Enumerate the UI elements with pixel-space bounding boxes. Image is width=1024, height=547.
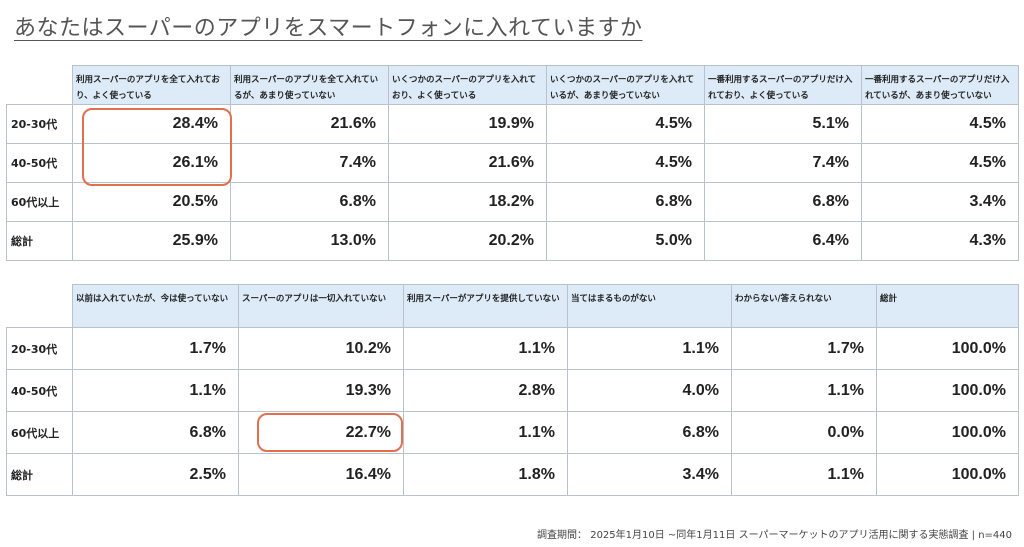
column-header: わからない/答えられない [731, 284, 877, 328]
value-cell: 21.6% [230, 104, 389, 144]
value-cell: 18.2% [388, 182, 547, 222]
column-header: 利用スーパーのアプリを全て入れているが、あまり使っていない [230, 65, 389, 105]
value-cell: 1.7% [72, 327, 239, 370]
column-header: 当てはまるものがない [567, 284, 732, 328]
corner-cell [6, 65, 73, 105]
column-header: 総計 [876, 284, 1019, 328]
table-header-row: 利用スーパーのアプリを全て入れており、よく使っている 利用スーパーのアプリを全て… [6, 65, 1019, 105]
value-cell: 3.4% [567, 453, 732, 496]
row-label: 総計 [6, 453, 73, 496]
value-cell: 1.1% [731, 453, 877, 496]
value-cell: 5.1% [704, 104, 862, 144]
value-cell: 4.5% [546, 143, 705, 183]
value-cell: 100.0% [876, 411, 1019, 454]
row-label: 総計 [6, 221, 73, 261]
column-header: 利用スーパーがアプリを提供していない [403, 284, 568, 328]
table-row-total: 総計 25.9% 13.0% 20.2% 5.0% 6.4% 4.3% [6, 221, 1019, 261]
table-row: 40-50代 1.1% 19.3% 2.8% 4.0% 1.1% 100.0% [6, 369, 1019, 412]
value-cell: 1.1% [403, 327, 568, 370]
value-cell: 21.6% [388, 143, 547, 183]
value-cell: 5.0% [546, 221, 705, 261]
value-cell: 7.4% [704, 143, 862, 183]
value-cell: 13.0% [230, 221, 389, 261]
table-row-total: 総計 2.5% 16.4% 1.8% 3.4% 1.1% 100.0% [6, 453, 1019, 496]
value-cell: 100.0% [876, 453, 1019, 496]
column-header: 一番利用するスーパーのアプリだけ入れているが、あまり使っていない [861, 65, 1019, 105]
value-cell: 20.5% [72, 182, 231, 222]
column-header: 以前は入れていたが、今は使っていない [72, 284, 239, 328]
column-header: いくつかのスーパーのアプリを入れており、よく使っている [388, 65, 547, 105]
footer-note: 調査期間： 2025年1月10日 ~同年1月11日 スーパーマーケットのアプリ活… [537, 530, 1012, 541]
table-row: 40-50代 26.1% 7.4% 21.6% 4.5% 7.4% 4.5% [6, 143, 1019, 183]
value-cell: 6.8% [546, 182, 705, 222]
value-cell: 1.1% [567, 327, 732, 370]
value-cell: 1.7% [731, 327, 877, 370]
value-cell: 6.8% [230, 182, 389, 222]
page-title: あなたはスーパーのアプリをスマートフォンに入れていますか [14, 16, 643, 41]
highlight-box-young-all-used [82, 108, 232, 186]
value-cell: 19.3% [238, 369, 404, 412]
value-cell: 1.8% [403, 453, 568, 496]
value-cell: 2.5% [72, 453, 239, 496]
value-cell: 25.9% [72, 221, 231, 261]
value-cell: 3.4% [861, 182, 1019, 222]
value-cell: 2.8% [403, 369, 568, 412]
value-cell: 19.9% [388, 104, 547, 144]
row-label: 20-30代 [6, 104, 73, 144]
column-header: いくつかのスーパーのアプリを入れているが、あまり使っていない [546, 65, 705, 105]
value-cell: 6.8% [567, 411, 732, 454]
row-label: 60代以上 [6, 182, 73, 222]
value-cell: 20.2% [388, 221, 547, 261]
table-other: 以前は入れていたが、今は使っていない スーパーのアプリは一切入れていない 利用ス… [6, 284, 1019, 496]
value-cell: 4.5% [861, 143, 1019, 183]
value-cell: 16.4% [238, 453, 404, 496]
value-cell: 6.4% [704, 221, 862, 261]
value-cell: 1.1% [403, 411, 568, 454]
row-label: 40-50代 [6, 143, 73, 183]
value-cell: 10.2% [238, 327, 404, 370]
value-cell: 4.0% [567, 369, 732, 412]
value-cell: 4.5% [546, 104, 705, 144]
table-row: 60代以上 6.8% 22.7% 1.1% 6.8% 0.0% 100.0% [6, 411, 1019, 454]
table-installed: 利用スーパーのアプリを全て入れており、よく使っている 利用スーパーのアプリを全て… [6, 65, 1019, 261]
value-cell: 4.3% [861, 221, 1019, 261]
value-cell: 28.4% [72, 104, 231, 144]
row-label: 60代以上 [6, 411, 73, 454]
value-cell: 6.8% [704, 182, 862, 222]
value-cell: 100.0% [876, 369, 1019, 412]
value-cell: 100.0% [876, 327, 1019, 370]
corner-cell [6, 284, 73, 328]
table-row: 20-30代 1.7% 10.2% 1.1% 1.1% 1.7% 100.0% [6, 327, 1019, 370]
table-row: 20-30代 28.4% 21.6% 19.9% 4.5% 5.1% 4.5% [6, 104, 1019, 144]
table-header-row: 以前は入れていたが、今は使っていない スーパーのアプリは一切入れていない 利用ス… [6, 284, 1019, 328]
column-header: 利用スーパーのアプリを全て入れており、よく使っている [72, 65, 231, 105]
row-label: 20-30代 [6, 327, 73, 370]
value-cell: 6.8% [72, 411, 239, 454]
value-cell: 4.5% [861, 104, 1019, 144]
row-label: 40-50代 [6, 369, 73, 412]
value-cell: 7.4% [230, 143, 389, 183]
column-header: スーパーのアプリは一切入れていない [238, 284, 404, 328]
highlight-box-senior-none [257, 413, 403, 452]
value-cell: 1.1% [72, 369, 239, 412]
column-header: 一番利用するスーパーのアプリだけ入れており、よく使っている [704, 65, 862, 105]
value-cell: 0.0% [731, 411, 877, 454]
value-cell: 1.1% [731, 369, 877, 412]
table-row: 60代以上 20.5% 6.8% 18.2% 6.8% 6.8% 3.4% [6, 182, 1019, 222]
